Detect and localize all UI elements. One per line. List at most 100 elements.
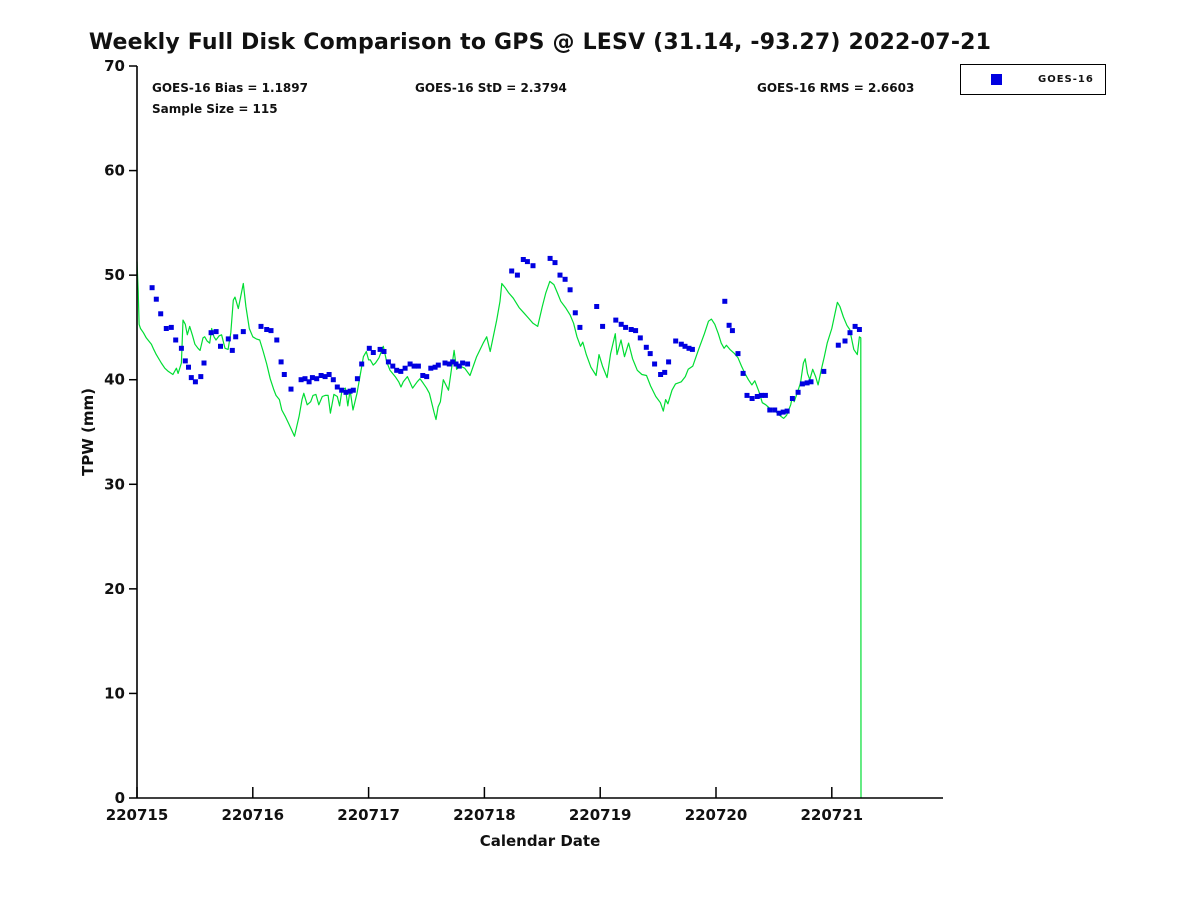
goes16-point bbox=[776, 410, 782, 416]
goes16-point bbox=[784, 408, 790, 414]
goes16-point bbox=[772, 407, 778, 413]
x-tick-label: 220719 bbox=[569, 806, 632, 824]
goes16-point bbox=[514, 272, 520, 278]
goes16-point bbox=[334, 384, 340, 390]
goes16-point bbox=[524, 259, 530, 265]
goes16-point bbox=[623, 324, 629, 330]
goes16-point bbox=[740, 370, 746, 376]
goes16-point bbox=[218, 343, 223, 349]
goes16-point bbox=[804, 380, 810, 386]
goes16-point bbox=[456, 363, 462, 369]
stat-sample-size: Sample Size = 115 bbox=[152, 102, 278, 116]
goes16-point bbox=[407, 361, 413, 367]
goes16-point bbox=[821, 368, 827, 374]
goes16-point bbox=[572, 310, 578, 316]
goes16-point bbox=[225, 336, 231, 342]
goes16-point bbox=[643, 344, 649, 350]
goes16-point bbox=[318, 373, 324, 378]
goes16-point bbox=[682, 343, 688, 349]
goes16-point bbox=[306, 379, 312, 385]
goes16-point bbox=[442, 360, 448, 366]
goes16-point bbox=[278, 359, 284, 365]
goes16-point bbox=[749, 396, 755, 401]
chart-title: Weekly Full Disk Comparison to GPS @ LES… bbox=[88, 30, 992, 55]
goes16-point bbox=[808, 379, 814, 385]
x-tick-label: 220720 bbox=[685, 806, 748, 824]
goes16-point bbox=[450, 359, 456, 365]
goes16-point bbox=[520, 257, 526, 262]
goes16-point bbox=[302, 376, 308, 382]
goes16-point bbox=[744, 392, 750, 398]
y-tick-label: 40 bbox=[104, 371, 125, 389]
goes16-point bbox=[420, 373, 426, 378]
goes16-point bbox=[385, 359, 391, 365]
goes16-point bbox=[281, 372, 287, 377]
goes16-point bbox=[562, 276, 568, 282]
goes16-point bbox=[377, 346, 383, 352]
goes16-point bbox=[847, 330, 853, 336]
goes16-point bbox=[213, 329, 219, 335]
goes16-point bbox=[309, 375, 315, 381]
y-tick-label: 10 bbox=[104, 684, 125, 702]
goes16-point bbox=[198, 374, 204, 380]
goes16-point bbox=[633, 328, 639, 334]
x-tick-label: 220718 bbox=[453, 806, 516, 824]
goes16-point bbox=[460, 360, 466, 366]
goes16-point bbox=[428, 365, 434, 371]
goes16-point bbox=[666, 359, 672, 365]
goes16-point bbox=[274, 337, 280, 343]
goes16-point bbox=[799, 381, 805, 387]
goes16-point bbox=[168, 324, 174, 330]
goes16-point bbox=[662, 369, 668, 375]
goes16-point bbox=[240, 329, 246, 335]
goes16-point bbox=[618, 321, 624, 327]
x-tick-label: 220721 bbox=[800, 806, 863, 824]
goes16-point bbox=[208, 330, 214, 336]
goes16-point bbox=[394, 367, 400, 373]
y-tick-label: 30 bbox=[104, 475, 125, 493]
y-tick-label: 60 bbox=[104, 162, 125, 180]
x-tick-label: 220717 bbox=[337, 806, 400, 824]
goes16-point bbox=[298, 377, 304, 383]
goes16-point bbox=[381, 349, 387, 354]
goes16-point bbox=[173, 337, 179, 343]
goes16-point bbox=[398, 368, 404, 374]
goes16-point bbox=[347, 388, 353, 394]
goes16-point bbox=[330, 377, 336, 383]
goes16-point bbox=[258, 323, 264, 329]
goes16-point bbox=[343, 389, 349, 395]
goes16-point bbox=[729, 328, 735, 334]
goes16-point bbox=[600, 323, 606, 329]
x-tick-label: 220716 bbox=[221, 806, 284, 824]
goes16-point bbox=[852, 323, 858, 329]
stat-bias: GOES-16 Bias = 1.1897 bbox=[152, 81, 308, 95]
goes16-point bbox=[613, 317, 619, 323]
goes16-point bbox=[233, 334, 239, 340]
x-tick-label: 220715 bbox=[106, 806, 169, 824]
goes16-point bbox=[415, 363, 421, 369]
goes16-point bbox=[446, 361, 452, 367]
goes16-point bbox=[354, 376, 360, 382]
goes16-point bbox=[686, 345, 692, 351]
goes16-point bbox=[628, 327, 634, 332]
goes16-point bbox=[658, 372, 664, 377]
goes16-point bbox=[149, 285, 155, 291]
goes16-point bbox=[192, 379, 198, 385]
goes16-point bbox=[402, 365, 408, 371]
goes16-point bbox=[735, 351, 741, 357]
goes16-point bbox=[577, 324, 583, 330]
goes16-legend-label: GOES-16 bbox=[1038, 74, 1094, 85]
goes16-point bbox=[652, 361, 658, 367]
legend-box: GOES-16 bbox=[960, 64, 1106, 95]
goes16-point bbox=[767, 407, 773, 413]
goes16-point bbox=[163, 326, 169, 331]
goes16-point bbox=[552, 260, 558, 266]
goes16-point bbox=[758, 392, 764, 398]
y-tick-label: 20 bbox=[104, 580, 125, 598]
goes16-point bbox=[153, 296, 159, 302]
goes16-point bbox=[780, 409, 786, 415]
goes16-point bbox=[453, 361, 459, 367]
goes16-point bbox=[314, 376, 320, 382]
